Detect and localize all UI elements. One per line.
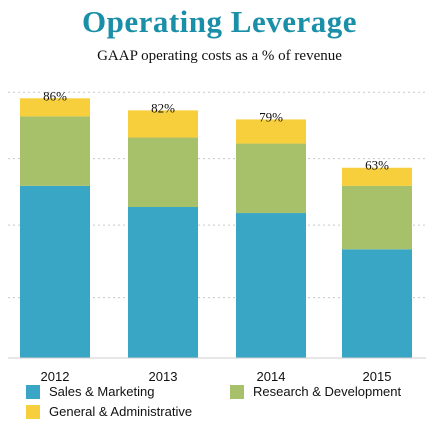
x-tick-label-2014: 2014 — [257, 369, 286, 384]
bar-segment-general-and-administrative-2015 — [342, 167, 412, 186]
x-tick-labels: 2012 2013 2014 2015 — [41, 369, 392, 384]
bar-segment-sales-and-marketing-2012 — [20, 185, 90, 358]
bar-segment-research-and-development-2013 — [128, 137, 198, 207]
total-labels: 86% 82% 79% 63% — [43, 88, 389, 172]
bar-segment-sales-and-marketing-2014 — [236, 213, 306, 358]
bar-segment-research-and-development-2015 — [342, 185, 412, 250]
total-label-2013: 82% — [151, 100, 175, 115]
bar-segment-general-and-administrative-2013 — [128, 110, 198, 138]
bar-segment-research-and-development-2014 — [236, 143, 306, 214]
x-tick-label-2015: 2015 — [363, 369, 392, 384]
total-label-2012: 86% — [43, 88, 67, 103]
bar-segment-research-and-development-2012 — [20, 116, 90, 186]
total-label-2014: 79% — [259, 109, 283, 124]
bar-segment-general-and-administrative-2012 — [20, 98, 90, 117]
chart-subtitle: GAAP operating costs as a % of revenue — [97, 48, 342, 64]
bar-segment-general-and-administrative-2014 — [236, 119, 306, 144]
bars — [20, 98, 412, 358]
total-label-2015: 63% — [365, 158, 389, 173]
chart-title: Operating Leverage — [81, 4, 357, 39]
x-tick-label-2012: 2012 — [41, 369, 70, 384]
x-tick-label-2013: 2013 — [149, 369, 178, 384]
bar-segment-sales-and-marketing-2013 — [128, 207, 198, 358]
bar-segment-sales-and-marketing-2015 — [342, 249, 412, 358]
